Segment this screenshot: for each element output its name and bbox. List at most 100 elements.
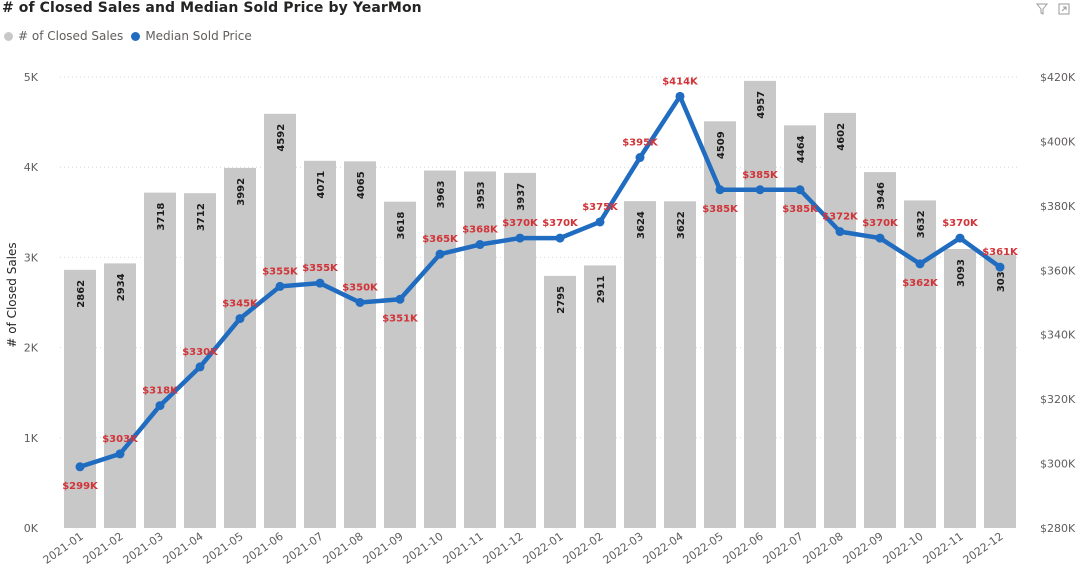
bar xyxy=(584,265,616,528)
bar-value-label: 3992 xyxy=(236,178,247,206)
bar-value-label: 3718 xyxy=(156,203,167,231)
bar-value-label: 3712 xyxy=(196,203,207,231)
bar-value-label: 2862 xyxy=(76,280,87,308)
line-point xyxy=(635,153,645,163)
line-value-label: $355K xyxy=(262,266,299,277)
bar xyxy=(944,249,976,528)
line-point xyxy=(995,262,1005,272)
bar xyxy=(64,269,96,528)
line-point xyxy=(75,462,85,472)
line-point xyxy=(835,227,845,237)
line-value-label: $362K xyxy=(902,278,939,289)
x-tick-label: 2022-05 xyxy=(681,530,726,567)
line-point xyxy=(915,259,925,269)
y-right-tick-label: $380K xyxy=(1040,200,1076,213)
y-right-tick-label: $320K xyxy=(1040,393,1076,406)
line-point xyxy=(275,281,285,291)
bar-value-label: 3937 xyxy=(516,183,527,211)
line-point xyxy=(555,233,565,243)
bar-value-label: 2934 xyxy=(116,273,127,301)
x-tick-label: 2022-08 xyxy=(801,530,846,567)
x-tick-label: 2021-09 xyxy=(361,530,406,567)
y-left-tick-label: 4K xyxy=(24,161,39,174)
line-point xyxy=(795,185,805,195)
bar xyxy=(184,193,216,528)
line-value-label: $318K xyxy=(142,386,179,397)
bar-value-label: 4071 xyxy=(316,171,327,199)
y-right-tick-label: $340K xyxy=(1040,329,1076,342)
y-axis-right: $280K $300K $320K $340K $360K $380K $400K $420K xyxy=(1040,71,1076,535)
line-value-label: $355K xyxy=(302,263,339,274)
line-value-label: $372K xyxy=(822,212,859,223)
bar-value-label: 2795 xyxy=(556,286,567,314)
x-tick-label: 2021-01 xyxy=(41,530,86,567)
line-point xyxy=(395,294,405,304)
line-value-label: $345K xyxy=(222,299,259,310)
bar-labels: 2862 2934 3718 3712 3992 4592 4071 4065 3618 3963… xyxy=(76,91,1007,314)
x-tick-label: 2021-05 xyxy=(201,530,246,567)
bar xyxy=(464,171,496,529)
line-point xyxy=(435,249,445,259)
line-point xyxy=(595,217,605,227)
y-right-tick-label: $280K xyxy=(1040,522,1076,535)
bar xyxy=(504,172,536,528)
filter-icon[interactable] xyxy=(1035,3,1049,17)
bar xyxy=(984,254,1016,529)
legend-item-median-price[interactable]: Median Sold Price xyxy=(131,29,252,43)
legend-item-closed-sales[interactable]: # of Closed Sales xyxy=(4,29,123,43)
line-series xyxy=(75,91,1005,472)
line-point xyxy=(955,233,965,243)
bar xyxy=(664,201,696,528)
x-tick-label: 2021-12 xyxy=(481,530,526,567)
bar-value-label: 3622 xyxy=(676,211,687,239)
visual-header-icons xyxy=(1035,3,1070,17)
line-value-label: $370K xyxy=(542,218,579,229)
line-point xyxy=(115,449,125,459)
bar-value-label: 3953 xyxy=(476,181,487,209)
median-price-line xyxy=(77,94,1003,470)
x-tick-label: 2021-08 xyxy=(321,530,366,567)
line-value-label: $351K xyxy=(382,313,419,324)
bar xyxy=(144,192,176,528)
gridlines xyxy=(60,76,1020,439)
x-tick-label: 2022-02 xyxy=(561,530,606,567)
bar xyxy=(264,113,296,528)
y-axis-left: 0K 1K 2K 3K 4K 5K xyxy=(24,71,39,535)
chart-title: # of Closed Sales and Median Sold Price … xyxy=(2,0,422,16)
line-value-label: $370K xyxy=(862,218,899,229)
bar-value-label: 3963 xyxy=(436,181,447,209)
line-point xyxy=(515,233,525,243)
x-tick-label: 2022-01 xyxy=(521,530,566,567)
bar xyxy=(384,201,416,528)
bar xyxy=(104,263,136,528)
x-tick-label: 2021-11 xyxy=(441,530,486,567)
line-value-label: $368K xyxy=(462,225,499,236)
bar-value-label: 2911 xyxy=(596,275,607,303)
line-value-label: $299K xyxy=(62,481,99,492)
x-tick-label: 2021-03 xyxy=(121,530,166,567)
line-value-label: $385K xyxy=(702,204,739,215)
line-point xyxy=(235,314,245,324)
y-left-tick-label: 0K xyxy=(24,522,39,535)
y-right-tick-label: $300K xyxy=(1040,458,1076,471)
bar-value-label: 4602 xyxy=(836,123,847,151)
legend-marker-closed-sales xyxy=(4,31,13,41)
x-tick-label: 2022-06 xyxy=(721,530,766,567)
bar-value-label: 3034 xyxy=(996,264,1007,292)
line-value-label: $385K xyxy=(782,204,819,215)
bar-value-label: 3624 xyxy=(636,211,647,239)
bar-value-label: 3618 xyxy=(396,212,407,240)
line-point xyxy=(315,278,325,288)
x-tick-label: 2021-06 xyxy=(241,530,286,567)
line-value-label: $330K xyxy=(182,347,219,358)
line-point xyxy=(195,362,205,372)
line-value-label: $375K xyxy=(582,202,619,213)
legend: # of Closed Sales Median Sold Price xyxy=(4,29,260,43)
bar xyxy=(624,201,656,528)
focus-mode-icon[interactable] xyxy=(1058,3,1070,17)
bar xyxy=(304,160,336,528)
x-axis: 2021-012021-022021-032021-042021-052021-… xyxy=(41,530,1006,567)
bar xyxy=(864,172,896,528)
x-tick-label: 2022-12 xyxy=(961,530,1006,567)
